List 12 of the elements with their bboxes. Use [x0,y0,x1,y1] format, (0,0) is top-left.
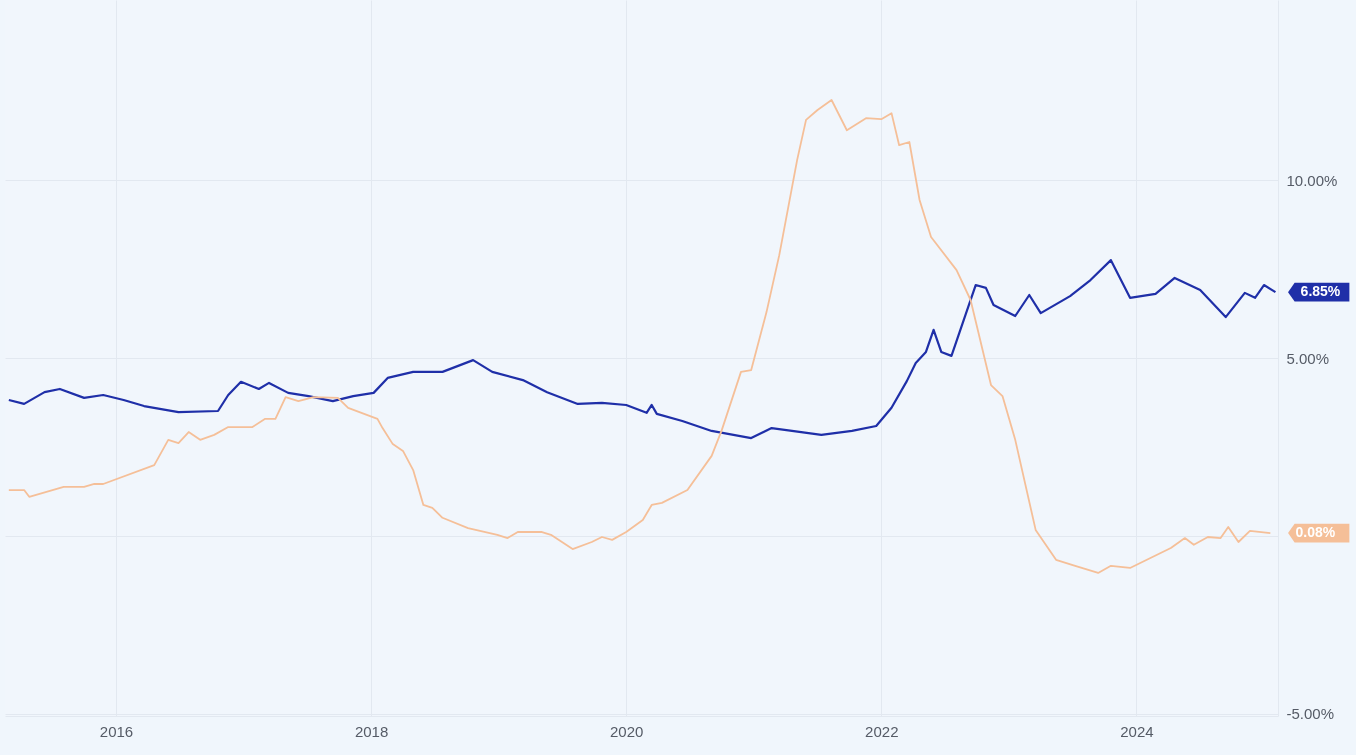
x-tick-label: 2024 [1120,722,1154,740]
annotation: 6.85% [1300,283,1341,300]
x-tick-label: 2016 [99,722,134,740]
line-series [7,99,1272,574]
x-tick-label: 2020 [610,722,644,740]
y-tick-label: -5.00% [1286,705,1335,723]
y-tick-label: 10.00% [1286,171,1338,189]
line-series [7,259,1277,440]
x-tick-label: 2018 [354,722,389,740]
y-tick-label: 5.00% [1286,349,1330,367]
x-tick-label: 2022 [865,722,899,740]
annotation: 0.08% [1295,524,1336,541]
